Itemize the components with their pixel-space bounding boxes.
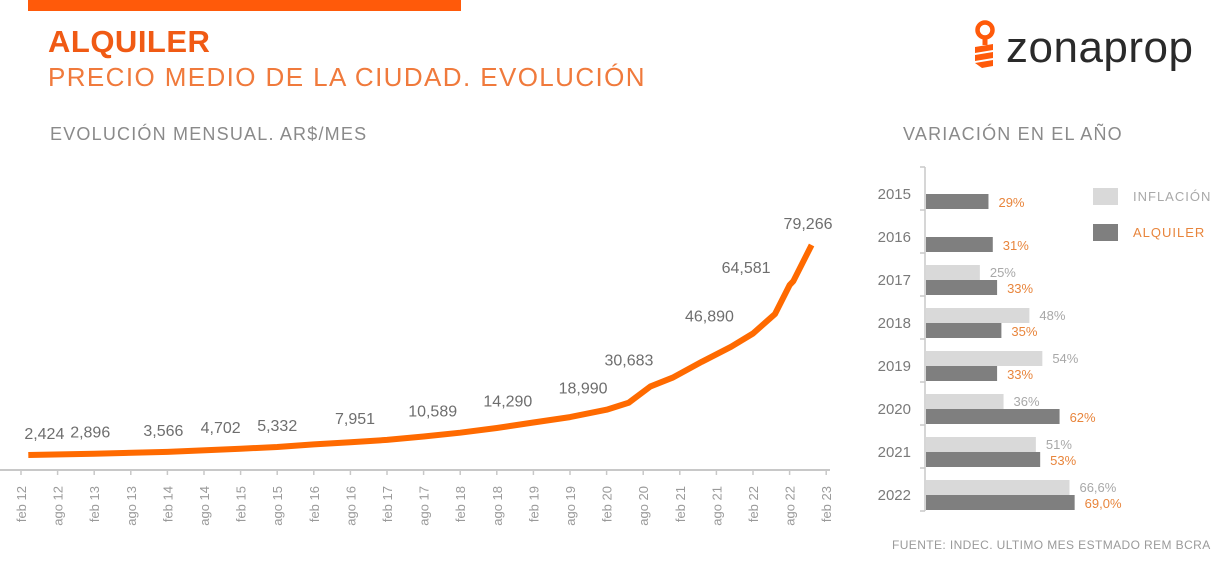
data-label: 64,581 <box>722 260 771 277</box>
bar-label-alquiler: 69,0% <box>1085 496 1122 511</box>
logo-text: zonaprop <box>1006 23 1194 72</box>
bar-inflacion <box>926 351 1043 366</box>
key-icon <box>975 20 995 68</box>
page-subtitle: PRECIO MEDIO DE LA CIUDAD. EVOLUCIÓN <box>48 62 646 92</box>
data-label: 79,266 <box>784 216 833 233</box>
data-label: 30,683 <box>604 353 653 370</box>
bar-label-alquiler: 53% <box>1050 453 1076 468</box>
page-title: ALQUILER <box>48 24 211 59</box>
bar-legend: INFLACIÓN ALQUILER <box>1093 178 1211 250</box>
bar-label-alquiler: 62% <box>1070 410 1096 425</box>
x-tick-label: ago 12 <box>51 486 66 526</box>
data-label: 46,890 <box>685 308 734 325</box>
line-chart-title: EVOLUCIÓN MENSUAL. AR$/MES <box>50 124 368 144</box>
x-tick-label: ago 21 <box>709 486 724 526</box>
x-tick-label: feb 22 <box>746 486 761 522</box>
legend-item-inflacion: INFLACIÓN <box>1093 178 1211 214</box>
data-label: 4,702 <box>201 420 241 437</box>
bar-label-inflacion: 36% <box>1014 394 1040 409</box>
bar-alquiler <box>926 323 1002 338</box>
bar-label-alquiler: 35% <box>1011 324 1037 339</box>
bar-inflacion <box>926 394 1004 409</box>
x-tick-label: feb 23 <box>819 486 834 522</box>
x-tick-label: feb 15 <box>234 486 249 522</box>
legend-label-inflacion: INFLACIÓN <box>1133 188 1212 204</box>
bar-alquiler <box>926 452 1041 467</box>
x-tick-label: ago 15 <box>270 486 285 526</box>
category-label: 2016 <box>878 229 911 246</box>
x-tick-label: ago 22 <box>783 486 798 526</box>
legend-swatch-inflacion <box>1093 187 1118 205</box>
x-tick-label: ago 17 <box>417 486 432 526</box>
bar-label-alquiler: 31% <box>1003 238 1029 253</box>
bar-inflacion <box>926 437 1036 452</box>
x-tick-label: feb 18 <box>453 486 468 522</box>
data-label: 2,424 <box>24 426 64 443</box>
bar-label-alquiler: 29% <box>998 195 1024 210</box>
data-label: 5,332 <box>257 418 297 435</box>
bar-alquiler <box>926 194 989 209</box>
category-label: 2018 <box>878 315 911 332</box>
bar-alquiler <box>926 409 1060 424</box>
header-accent-bar <box>28 0 461 11</box>
bar-label-alquiler: 33% <box>1007 367 1033 382</box>
data-label: 3,566 <box>143 423 183 440</box>
bar-chart: 2015 29%2016 31%2017 25%33%2018 48%35%2019 54… <box>878 166 1122 512</box>
x-tick-label: ago 16 <box>343 486 358 526</box>
category-label: 2021 <box>878 444 911 461</box>
data-label: 2,896 <box>70 425 110 442</box>
series-line-rent <box>28 243 815 458</box>
zonaprop-logo: zonaprop <box>972 18 1193 78</box>
data-label: 18,990 <box>559 381 608 398</box>
bar-label-inflacion: 66,6% <box>1079 480 1116 495</box>
bar-inflacion <box>926 265 980 280</box>
category-label: 2022 <box>878 487 911 504</box>
category-label: 2020 <box>878 401 911 418</box>
bar-label-inflacion: 48% <box>1039 308 1065 323</box>
category-label: 2017 <box>878 272 911 289</box>
x-tick-label: feb 17 <box>380 486 395 522</box>
bar-chart-title: VARIACIÓN EN EL AÑO <box>903 124 1123 144</box>
bar-alquiler <box>926 495 1075 510</box>
legend-swatch-alquiler <box>1093 223 1118 241</box>
line-chart: feb 12 ago 12 feb 13 ago 13 feb 14 ago 14 feb … <box>0 216 834 526</box>
bar-alquiler <box>926 280 998 295</box>
data-label: 10,589 <box>408 404 457 421</box>
bar-alquiler <box>926 237 993 252</box>
x-tick-label: feb 12 <box>14 486 29 522</box>
source-note: FUENTE: INDEC. ULTIMO MES ESTMADO REM BC… <box>892 538 1211 552</box>
bar-alquiler <box>926 366 998 381</box>
x-tick-label: ago 14 <box>197 486 212 526</box>
bar-label-inflacion: 51% <box>1046 437 1072 452</box>
bar-inflacion <box>926 480 1070 495</box>
bar-label-inflacion: 54% <box>1052 351 1078 366</box>
bar-label-inflacion: 25% <box>990 265 1016 280</box>
category-label: 2015 <box>878 186 911 203</box>
x-tick-label: ago 18 <box>490 486 505 526</box>
legend-label-alquiler: ALQUILER <box>1133 224 1206 240</box>
legend-item-alquiler: ALQUILER <box>1093 214 1211 250</box>
x-tick-label: feb 19 <box>526 486 541 522</box>
x-tick-label: feb 13 <box>87 486 102 522</box>
bar-label-alquiler: 33% <box>1007 281 1033 296</box>
x-tick-label: ago 20 <box>636 486 651 526</box>
data-label: 7,951 <box>335 411 375 428</box>
category-label: 2019 <box>878 358 911 375</box>
x-tick-label: ago 19 <box>563 486 578 526</box>
x-tick-label: feb 16 <box>307 486 322 522</box>
x-tick-label: feb 20 <box>600 486 615 522</box>
bar-inflacion <box>926 308 1030 323</box>
x-tick-label: feb 14 <box>160 486 175 522</box>
data-label: 14,290 <box>483 394 532 411</box>
x-tick-label: ago 13 <box>124 486 139 526</box>
x-tick-label: feb 21 <box>673 486 688 522</box>
